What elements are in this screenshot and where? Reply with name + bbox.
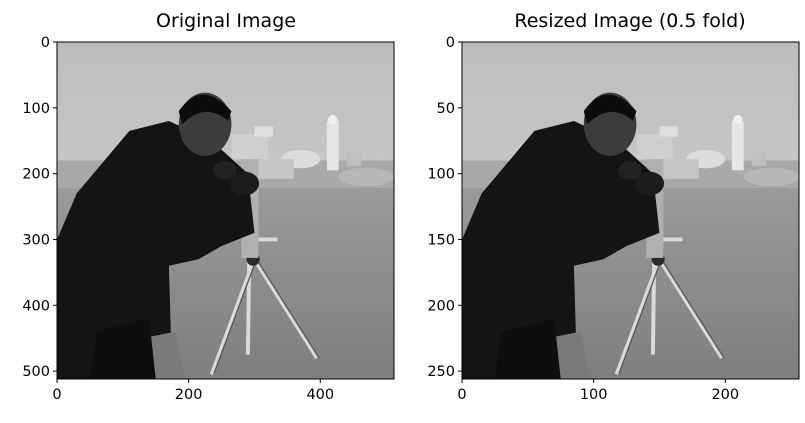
image-original (56, 41, 395, 380)
panel-title-resized: Resized Image (0.5 fold) (514, 10, 745, 32)
y-tick-label: 0 (446, 35, 455, 51)
panel-original: Original Image 0 200 400 0 100 200 300 400 500 (22, 10, 395, 403)
y-tick-label: 250 (427, 364, 455, 380)
x-tick-label: 200 (175, 387, 203, 403)
panel-resized: Resized Image (0.5 fold) 0 100 200 0 50 100 1… (427, 10, 800, 403)
y-tick-label: 200 (22, 167, 50, 183)
y-tick-label: 400 (22, 298, 50, 314)
y-tick-label: 300 (22, 232, 50, 248)
x-tick-label: 100 (580, 387, 608, 403)
y-tick-label: 100 (22, 101, 50, 117)
x-tick-label: 0 (52, 387, 61, 403)
y-axis-resized: 0 50 100 150 200 250 (427, 35, 462, 380)
y-tick-label: 50 (437, 101, 455, 117)
x-tick-label: 400 (306, 387, 334, 403)
y-tick-label: 150 (427, 232, 455, 248)
x-tick-label: 0 (457, 387, 466, 403)
y-tick-label: 0 (41, 35, 50, 51)
y-tick-label: 500 (22, 364, 50, 380)
panel-title-original: Original Image (156, 10, 296, 32)
x-axis-resized: 0 100 200 (457, 379, 739, 403)
x-axis-original: 0 200 400 (52, 379, 334, 403)
y-tick-label: 100 (427, 167, 455, 183)
image-resized (461, 41, 800, 380)
y-axis-original: 0 100 200 300 400 500 (22, 35, 57, 380)
y-tick-label: 200 (427, 298, 455, 314)
x-tick-label: 200 (711, 387, 739, 403)
